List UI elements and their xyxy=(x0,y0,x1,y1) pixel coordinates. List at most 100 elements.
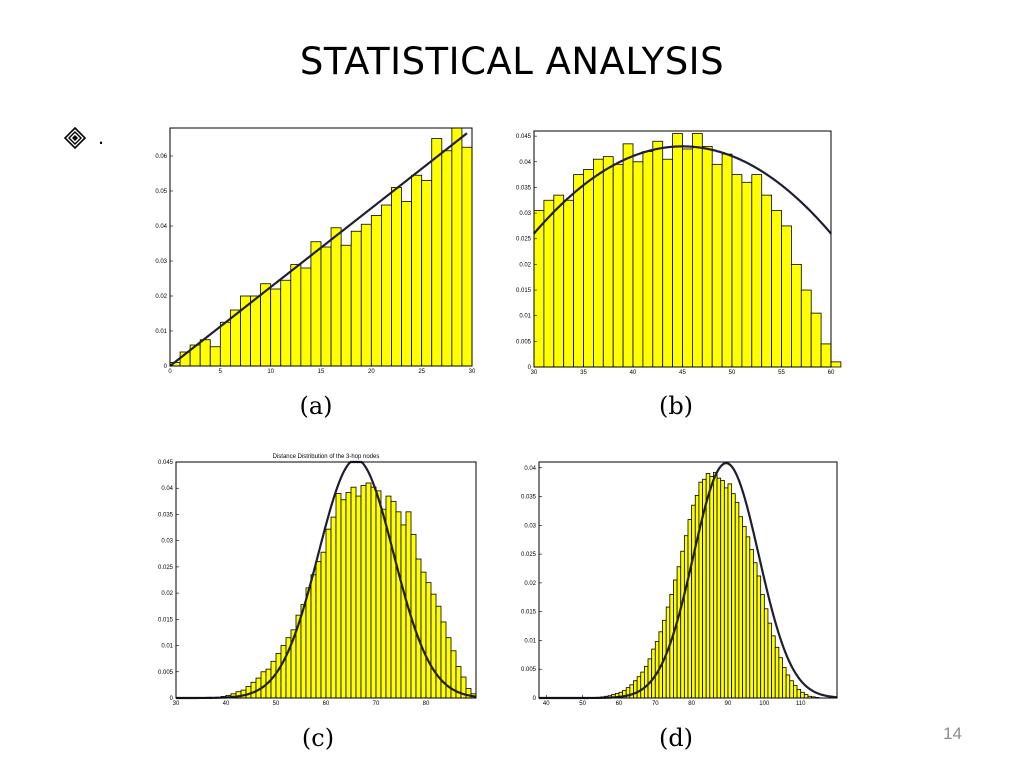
histogram-bar xyxy=(421,180,433,367)
histogram-bar xyxy=(636,676,642,699)
y-tick-label: 0.04 xyxy=(519,160,531,166)
histogram-bar xyxy=(391,187,402,367)
y-tick-label: 0.02 xyxy=(519,262,531,268)
histogram-bar xyxy=(633,680,638,699)
histogram-bar xyxy=(602,156,614,368)
histogram-bar xyxy=(763,608,769,699)
y-tick-label: 0.015 xyxy=(158,617,174,623)
histogram-bar xyxy=(440,621,447,699)
histogram-bar xyxy=(365,482,372,699)
bullet-row: . xyxy=(64,127,104,149)
histogram-chart-d: 40 50 60 70 80 90 100 110 0 0.005 0.01 0.015 0.02 0.0… xyxy=(521,461,838,707)
x-tick-label: 60 xyxy=(828,370,835,376)
histogram-bar xyxy=(199,339,211,367)
y-tick-label: 0.035 xyxy=(158,512,174,518)
histogram-bar xyxy=(300,267,312,367)
histogram-bar xyxy=(756,575,762,699)
histogram-bar xyxy=(652,140,664,368)
histogram-bar xyxy=(760,593,765,699)
slide-number: 14 xyxy=(943,724,962,743)
histogram-bar xyxy=(411,174,423,367)
histogram-bar xyxy=(320,551,327,699)
x-tick-label: 25 xyxy=(418,369,425,375)
x-tick-label: 80 xyxy=(423,701,430,707)
histogram-bar xyxy=(533,210,545,368)
x-tick-label: 20 xyxy=(368,369,375,375)
histogram-bar xyxy=(676,566,682,699)
histogram-bar xyxy=(782,667,787,699)
histogram-bar xyxy=(731,493,736,699)
fit-curve xyxy=(533,145,832,235)
histogram-bar xyxy=(673,579,678,699)
histogram-bar xyxy=(280,645,287,699)
histogram-bar xyxy=(647,658,653,699)
histogram-bar xyxy=(350,230,362,367)
y-tick-label: 0.005 xyxy=(158,670,174,676)
y-tick-label: 0.03 xyxy=(155,259,167,265)
caption-a: (a) xyxy=(299,392,333,420)
histogram-bar xyxy=(682,148,693,368)
diamond-bullet-icon xyxy=(64,127,86,149)
histogram-bar xyxy=(680,550,685,699)
histogram-bar xyxy=(380,508,387,699)
y-tick-label: 0.005 xyxy=(521,667,537,673)
histogram-bar xyxy=(781,225,792,368)
histogram-bar xyxy=(330,227,342,367)
x-tick-label: 35 xyxy=(580,370,587,376)
histogram-bar xyxy=(691,504,696,699)
x-tick-label: 50 xyxy=(579,701,586,707)
histogram-bar xyxy=(563,199,575,368)
histogram-bar xyxy=(800,289,812,368)
bullet-text: . xyxy=(98,127,105,149)
y-tick-label: 0 xyxy=(164,364,168,370)
histogram-bar xyxy=(778,657,783,699)
histogram-bar xyxy=(790,263,802,368)
x-tick-label: 0 xyxy=(168,369,172,375)
histogram-bar xyxy=(711,163,723,368)
x-tick-label: 30 xyxy=(469,369,476,375)
histogram-bar xyxy=(651,648,656,699)
histogram-bar xyxy=(709,475,714,699)
histogram-bar xyxy=(629,684,634,699)
y-tick-label: 0.06 xyxy=(155,154,167,160)
x-tick-label: 5 xyxy=(219,369,223,375)
caption-c: (c) xyxy=(301,724,335,752)
histogram-bar xyxy=(716,477,722,699)
histogram-bar xyxy=(270,288,282,367)
histogram-bar xyxy=(300,604,307,699)
histogram-bar xyxy=(350,486,357,699)
histogram-bar xyxy=(810,312,822,368)
histogram-bar xyxy=(705,473,711,699)
histogram-bar xyxy=(340,244,352,367)
y-tick-label: 0.045 xyxy=(516,134,532,140)
histogram-bar xyxy=(441,150,453,367)
histogram-bar xyxy=(583,169,594,368)
slide-title: STATISTICAL ANALYSIS xyxy=(299,40,725,83)
x-tick-label: 30 xyxy=(531,370,538,376)
y-tick-label: 0.035 xyxy=(521,495,537,501)
y-tick-label: 0.03 xyxy=(519,211,531,217)
y-tick-label: 0.01 xyxy=(161,644,173,650)
x-tick-label: 40 xyxy=(543,701,550,707)
caption-d: (d) xyxy=(658,724,694,752)
y-tick-label: 0.04 xyxy=(524,466,536,472)
histogram-bar xyxy=(687,519,693,699)
histogram-bar xyxy=(761,194,772,368)
histogram-bar xyxy=(543,199,555,368)
y-tick-label: 0.05 xyxy=(155,189,167,195)
fit-curve xyxy=(169,132,468,367)
y-tick-label: 0.03 xyxy=(161,539,173,545)
chart-title: Distance Distribution of the 3-hop nodes xyxy=(273,454,380,460)
y-tick-label: 0.03 xyxy=(524,523,536,529)
histogram-bar xyxy=(720,480,725,699)
y-tick-label: 0.025 xyxy=(516,237,532,243)
x-tick-label: 40 xyxy=(223,701,230,707)
histogram-bar xyxy=(310,574,317,699)
histogram-bar xyxy=(290,264,302,367)
y-tick-label: 0.045 xyxy=(158,460,174,466)
histogram-bar xyxy=(380,204,392,367)
histogram-bar xyxy=(792,684,798,699)
histogram-bar xyxy=(310,241,322,367)
x-tick-label: 30 xyxy=(173,701,180,707)
histogram-bar xyxy=(800,691,805,699)
